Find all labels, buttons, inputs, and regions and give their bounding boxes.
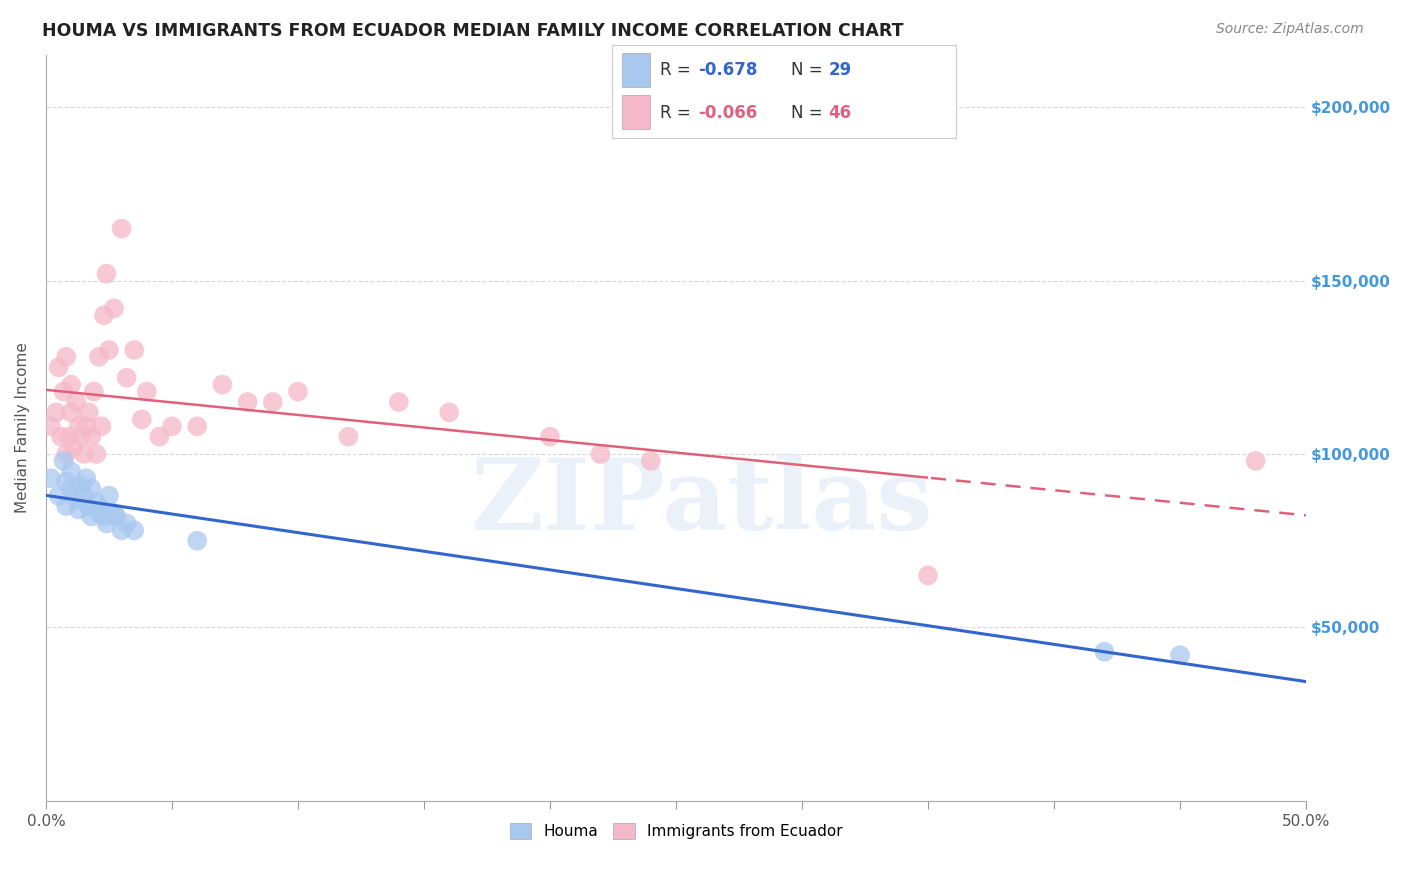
Point — [87, 506, 110, 520]
Point — [122, 343, 145, 357]
Point — [337, 430, 360, 444]
Bar — [621, 53, 650, 87]
Point — [90, 502, 112, 516]
Point — [1244, 454, 1267, 468]
Text: R =: R = — [659, 104, 696, 122]
Point — [60, 464, 83, 478]
Point — [262, 395, 284, 409]
Text: N =: N = — [790, 104, 828, 122]
Point — [55, 447, 77, 461]
Point — [93, 509, 115, 524]
Point — [131, 412, 153, 426]
Point — [96, 516, 118, 531]
Text: -0.066: -0.066 — [697, 104, 756, 122]
Point — [55, 499, 77, 513]
Text: 29: 29 — [828, 61, 852, 78]
Point — [236, 395, 259, 409]
Point — [110, 524, 132, 538]
Point — [90, 419, 112, 434]
Text: -0.678: -0.678 — [697, 61, 756, 78]
Point — [48, 489, 70, 503]
Point — [60, 405, 83, 419]
Point — [538, 430, 561, 444]
Point — [39, 471, 62, 485]
Point — [186, 533, 208, 548]
Point — [640, 454, 662, 468]
Point — [110, 221, 132, 235]
Point — [135, 384, 157, 399]
Point — [70, 478, 93, 492]
Point — [65, 492, 87, 507]
Text: HOUMA VS IMMIGRANTS FROM ECUADOR MEDIAN FAMILY INCOME CORRELATION CHART: HOUMA VS IMMIGRANTS FROM ECUADOR MEDIAN … — [42, 22, 904, 40]
Point — [87, 350, 110, 364]
Point — [160, 419, 183, 434]
Text: 46: 46 — [828, 104, 852, 122]
Point — [70, 430, 93, 444]
Y-axis label: Median Family Income: Median Family Income — [15, 343, 30, 514]
Point — [93, 308, 115, 322]
Point — [103, 506, 125, 520]
Point — [186, 419, 208, 434]
Point — [58, 430, 80, 444]
Point — [60, 377, 83, 392]
Point — [287, 384, 309, 399]
Point — [98, 343, 121, 357]
Point — [60, 482, 83, 496]
Point — [122, 524, 145, 538]
Point — [67, 419, 90, 434]
Point — [115, 370, 138, 384]
Point — [48, 360, 70, 375]
Point — [96, 267, 118, 281]
Text: R =: R = — [659, 61, 696, 78]
Point — [80, 509, 103, 524]
Point — [65, 395, 87, 409]
Point — [77, 499, 100, 513]
Point — [98, 489, 121, 503]
Point — [148, 430, 170, 444]
Point — [49, 430, 72, 444]
Point — [45, 405, 67, 419]
Point — [105, 509, 128, 524]
Point — [55, 475, 77, 489]
Point — [55, 350, 77, 364]
Legend: Houma, Immigrants from Ecuador: Houma, Immigrants from Ecuador — [503, 817, 849, 846]
Point — [62, 440, 84, 454]
Point — [1168, 648, 1191, 663]
Point — [589, 447, 612, 461]
Point — [39, 419, 62, 434]
Point — [80, 430, 103, 444]
Text: ZIPatlas: ZIPatlas — [470, 454, 932, 551]
Point — [73, 489, 96, 503]
Point — [75, 419, 97, 434]
Point — [86, 447, 108, 461]
Text: N =: N = — [790, 61, 828, 78]
Text: Source: ZipAtlas.com: Source: ZipAtlas.com — [1216, 22, 1364, 37]
Point — [77, 405, 100, 419]
Point — [115, 516, 138, 531]
Point — [1092, 645, 1115, 659]
Point — [388, 395, 411, 409]
Point — [86, 495, 108, 509]
Point — [103, 301, 125, 316]
Point — [67, 502, 90, 516]
Point — [73, 447, 96, 461]
Point — [75, 471, 97, 485]
Point — [80, 482, 103, 496]
Point — [437, 405, 460, 419]
Point — [211, 377, 233, 392]
Point — [83, 384, 105, 399]
Point — [52, 384, 75, 399]
Point — [917, 568, 939, 582]
Point — [52, 454, 75, 468]
Bar — [621, 95, 650, 129]
